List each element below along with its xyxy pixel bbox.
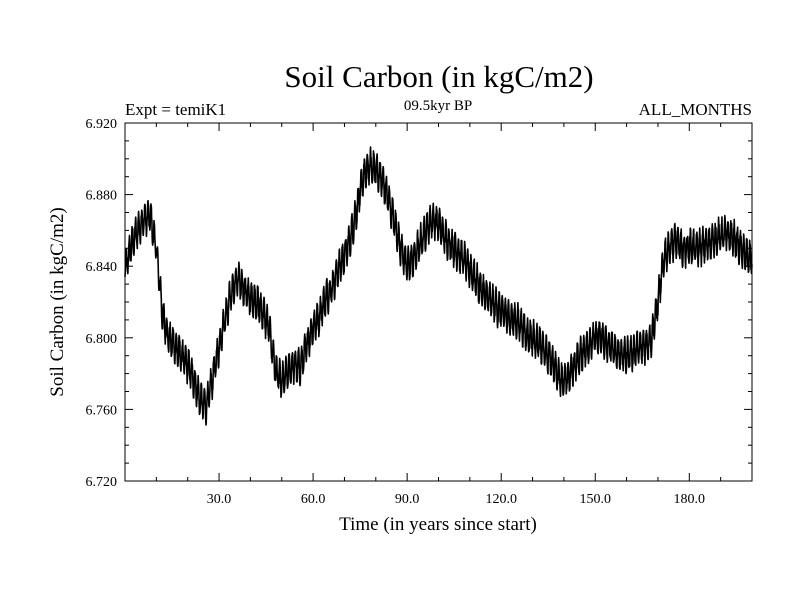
- experiment-label: Expt = temiK1: [125, 100, 226, 119]
- x-tick-label: 30.0: [207, 492, 232, 507]
- x-tick-label: 120.0: [485, 492, 517, 507]
- y-tick-label: 6.720: [86, 475, 118, 490]
- series-layer: [124, 146, 753, 426]
- x-tick-label: 90.0: [395, 492, 420, 507]
- months-label: ALL_MONTHS: [639, 100, 752, 119]
- x-tick-label: 180.0: [674, 492, 706, 507]
- y-tick-label: 6.920: [86, 117, 118, 132]
- x-axis-label: Time (in years since start): [339, 514, 537, 535]
- x-tick-label: 150.0: [580, 492, 612, 507]
- series-line-soil-carbon: [124, 146, 753, 426]
- chart-title: Soil Carbon (in kgC/m2): [284, 59, 593, 94]
- plot-frame: [124, 122, 753, 482]
- period-label: 09.5kyr BP: [404, 98, 472, 114]
- y-tick-label: 6.760: [86, 403, 118, 418]
- axis-tick-labels: 30.0 60.0 90.0 120.0 150.0 180.0 6.720 6.760 6.8…: [86, 117, 706, 507]
- y-axis-label: Soil Carbon (in kgC/m2): [47, 207, 68, 396]
- x-tick-label: 60.0: [301, 492, 326, 507]
- axis-ticks: [125, 123, 752, 481]
- y-tick-label: 6.800: [86, 332, 118, 347]
- y-tick-label: 6.840: [86, 260, 118, 275]
- y-tick-label: 6.880: [86, 189, 118, 204]
